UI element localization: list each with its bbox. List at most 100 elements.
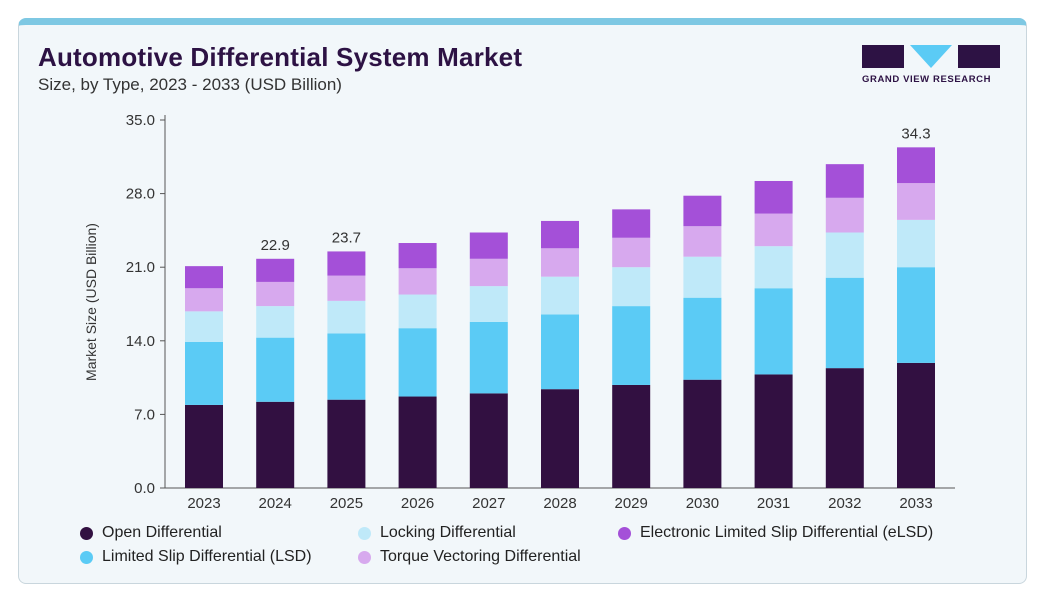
bar-segment-torque <box>825 197 864 233</box>
bar-stack-2023 <box>185 266 223 488</box>
x-tick-label: 2025 <box>330 495 363 512</box>
bar-stack-2030 <box>683 195 722 488</box>
bar-segment-lsd <box>185 341 223 405</box>
legend-item-elsd: Electronic Limited Slip Differential (eL… <box>618 524 933 542</box>
y-tick-label: 21.0 <box>126 259 155 276</box>
x-tick-label: 2030 <box>686 495 719 512</box>
bar-total-labels: 22.9 23.7 34.3 <box>261 125 931 253</box>
x-tick-label: 2033 <box>899 495 932 512</box>
bar-segment-torque <box>185 288 223 312</box>
bar-segment-locking <box>683 256 722 298</box>
bar-segment-lsd <box>327 333 366 400</box>
bar-total-label: 34.3 <box>901 125 930 142</box>
bar-stack-2028 <box>541 220 579 488</box>
logo-text: GRAND VIEW RESEARCH <box>862 74 992 85</box>
bar-segment-lsd <box>256 337 295 402</box>
bar-segment-lsd <box>825 277 864 369</box>
bar-segment-elsd <box>541 220 579 249</box>
bar-segment-open <box>327 399 366 488</box>
bar-total-label: 23.7 <box>332 229 361 246</box>
logo-triangle <box>910 45 952 68</box>
legend-swatch <box>80 526 93 540</box>
legend-item-torque: Torque Vectoring Differential <box>358 548 581 566</box>
y-tick-label: 35.0 <box>126 112 155 129</box>
bar-stack-2024 <box>256 258 295 488</box>
bar-total-label: 22.9 <box>261 237 290 254</box>
y-tick-label: 7.0 <box>134 406 155 423</box>
y-tick-label: 0.0 <box>134 480 155 497</box>
bar-segment-lsd <box>683 297 722 380</box>
bar-segment-torque <box>683 226 722 257</box>
bar-stack-2033 <box>897 147 935 488</box>
chart-title: Automotive Differential System Market <box>38 42 523 72</box>
grand-view-research-logo <box>862 45 1000 68</box>
y-axis: 0.0 7.0 14.0 21.0 28.0 35.0 <box>126 112 166 497</box>
bar-segment-open <box>612 384 651 488</box>
bar-segment-locking <box>754 246 793 289</box>
bar-segment-locking <box>256 306 295 338</box>
bar-stack-2027 <box>469 232 508 488</box>
bar-segment-locking <box>612 267 651 307</box>
bar-segment-open <box>256 401 295 488</box>
legend-swatch <box>80 550 93 564</box>
bar-segment-lsd <box>541 314 579 390</box>
bar-segment-open <box>185 404 223 488</box>
bar-segment-locking <box>469 286 508 322</box>
x-tick-label: 2029 <box>615 495 648 512</box>
bar-segment-torque <box>469 258 508 287</box>
bar-segment-elsd <box>469 232 508 259</box>
y-tick-label: 28.0 <box>126 186 155 203</box>
bar-segment-open <box>825 368 864 488</box>
bar-segment-torque <box>612 237 651 268</box>
legend-label: Torque Vectoring Differential <box>380 548 581 565</box>
legend-label: Open Differential <box>102 524 222 541</box>
legend-item-locking: Locking Differential <box>358 524 516 542</box>
bar-segment-locking <box>327 300 366 334</box>
bar-segment-open <box>398 396 437 488</box>
bar-segment-open <box>541 389 579 488</box>
y-tick-label: 14.0 <box>126 333 155 350</box>
legend-label: Electronic Limited Slip Differential (eL… <box>640 524 934 541</box>
bar-segment-open <box>469 393 508 488</box>
legend-item-lsd: Limited Slip Differential (LSD) <box>80 548 312 566</box>
bar-segment-lsd <box>897 267 935 363</box>
bar-stack-2032 <box>825 164 864 488</box>
x-axis: 2023 2024 2025 2026 2027 2028 2029 2030 2031 2032… <box>165 487 955 512</box>
bar-segment-elsd <box>256 258 295 282</box>
logo-block-left <box>862 45 904 68</box>
bar-segment-elsd <box>897 147 935 184</box>
bar-segment-torque <box>327 275 366 301</box>
x-tick-label: 2028 <box>543 495 576 512</box>
bar-segment-elsd <box>612 209 651 238</box>
bar-segment-lsd <box>754 288 793 375</box>
bar-segment-elsd <box>683 195 722 227</box>
legend-swatch <box>358 550 371 564</box>
bar-segment-elsd <box>825 164 864 198</box>
bar-segment-elsd <box>185 266 223 289</box>
chart-subtitle: Size, by Type, 2023 - 2033 (USD Billion) <box>38 75 342 94</box>
bar-segment-open <box>683 379 722 488</box>
legend-label: Limited Slip Differential (LSD) <box>102 548 312 565</box>
bar-segment-torque <box>541 248 579 277</box>
bar-segment-lsd <box>469 321 508 394</box>
bar-segment-elsd <box>327 251 366 276</box>
x-tick-label: 2023 <box>187 495 220 512</box>
bar-segment-lsd <box>398 328 437 397</box>
bar-segment-elsd <box>398 243 437 269</box>
x-tick-label: 2024 <box>259 495 292 512</box>
bar-segment-elsd <box>754 180 793 214</box>
legend-item-open: Open Differential <box>80 524 222 542</box>
legend-swatch <box>358 526 371 540</box>
bar-segment-torque <box>897 183 935 220</box>
legend-label: Locking Differential <box>380 524 516 541</box>
bar-segment-torque <box>398 268 437 295</box>
bars <box>185 147 935 488</box>
bar-segment-torque <box>754 213 793 247</box>
x-tick-label: 2027 <box>472 495 505 512</box>
bar-stack-2025 <box>327 251 366 488</box>
bar-segment-locking <box>541 276 579 315</box>
bar-segment-locking <box>398 294 437 329</box>
bar-stack-2026 <box>398 243 437 488</box>
legend-swatch <box>618 526 631 540</box>
